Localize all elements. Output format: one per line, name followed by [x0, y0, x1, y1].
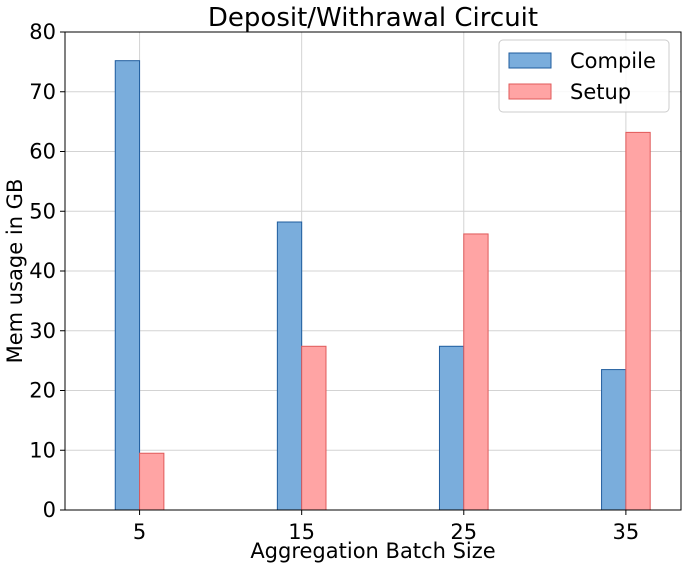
- x-tick-label: 5: [133, 520, 146, 544]
- y-axis-label: Mem usage in GB: [3, 179, 27, 364]
- x-axis-label: Aggregation Batch Size: [250, 539, 495, 563]
- y-tick-label: 0: [43, 498, 56, 522]
- legend-swatch-compile: [508, 52, 552, 69]
- bar-compile-5: [114, 60, 141, 511]
- legend-label-compile: Compile: [570, 49, 656, 73]
- legend-swatch-setup: [508, 83, 552, 100]
- chart-title: Deposit/Withrawal Circuit: [208, 3, 538, 33]
- y-tick-label: 40: [29, 259, 56, 283]
- y-tick-label: 70: [29, 80, 56, 104]
- y-tick-label: 80: [29, 20, 56, 44]
- x-tick-label: 15: [288, 520, 315, 544]
- y-tick-label: 10: [29, 438, 56, 462]
- y-tick-label: 60: [29, 140, 56, 164]
- legend: Compile Setup: [498, 39, 670, 113]
- bars: [114, 60, 651, 511]
- bar-setup-25: [463, 233, 489, 511]
- x-tick-label: 35: [613, 520, 640, 544]
- bar-setup-5: [139, 452, 165, 511]
- y-tick-label: 20: [29, 379, 56, 403]
- bar-compile-25: [438, 345, 465, 511]
- bar-setup-15: [301, 345, 327, 511]
- y-tick-label: 50: [29, 199, 56, 223]
- bar-compile-15: [276, 221, 303, 511]
- legend-label-setup: Setup: [570, 80, 631, 104]
- x-tick-label: 25: [450, 520, 477, 544]
- bar-setup-35: [625, 131, 651, 511]
- bar-compile-35: [601, 369, 627, 511]
- y-tick-label: 30: [29, 319, 56, 343]
- axis-ticks: 0 10 20 30 40 50 60 70 80 5 15 25 35: [29, 20, 639, 544]
